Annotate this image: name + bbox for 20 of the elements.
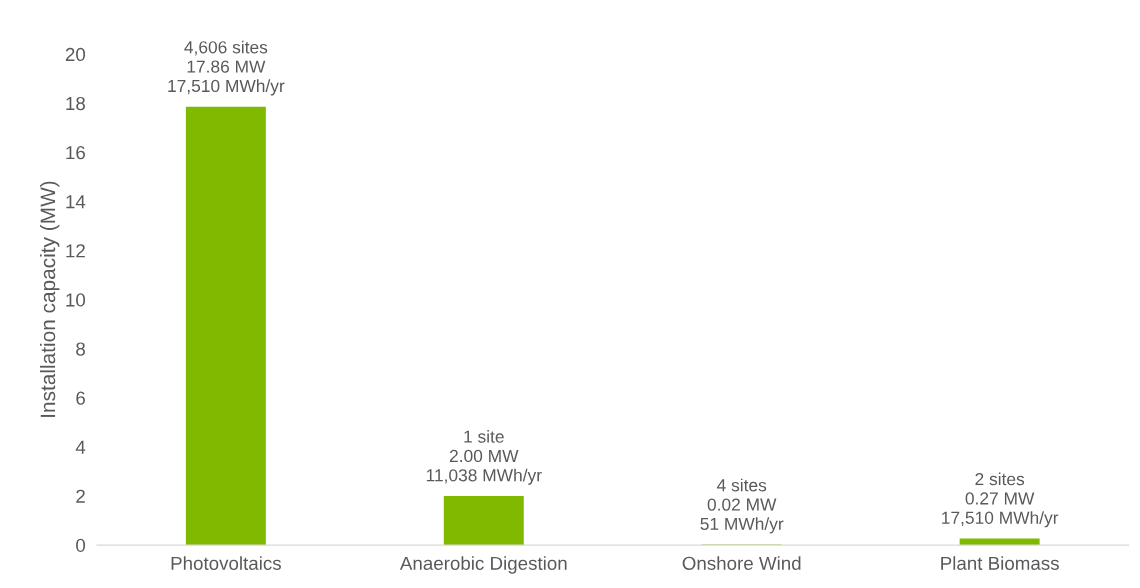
data-label: 4,606 sites 17.86 MW 17,510 MWh/yr <box>168 40 285 96</box>
y-tick-label: 16 <box>66 145 85 160</box>
x-tick-label: Onshore Wind <box>682 556 801 570</box>
y-tick-label: 20 <box>65 47 86 62</box>
y-tick-label: 12 <box>66 244 85 258</box>
x-tick-label: Plant Biomass <box>941 556 1059 570</box>
data-label: 4 sites 0.02 MW 51 MWh/yr <box>700 478 784 534</box>
y-tick-label: 14 <box>66 195 86 209</box>
x-tick-label: Anaerobic Digestion <box>399 556 567 574</box>
y-tick-label: 2 <box>76 489 85 503</box>
data-label: 2 sites 0.27 MW 17,510 MWh/yr <box>942 472 1059 528</box>
x-tick-label: Photovoltaics <box>171 556 281 570</box>
y-tick-label: 0 <box>76 538 86 553</box>
y-tick-label: 4 <box>75 440 86 454</box>
data-label: 1 site 2.00 MW 11,038 MWh/yr <box>426 430 542 485</box>
y-tick-label: 6 <box>76 391 85 405</box>
y-tick-label: 18 <box>66 96 85 111</box>
y-tick-label: 8 <box>76 342 85 356</box>
y-axis-title: Installation capacity (MW) <box>39 181 60 417</box>
y-tick-label: 10 <box>66 293 86 307</box>
